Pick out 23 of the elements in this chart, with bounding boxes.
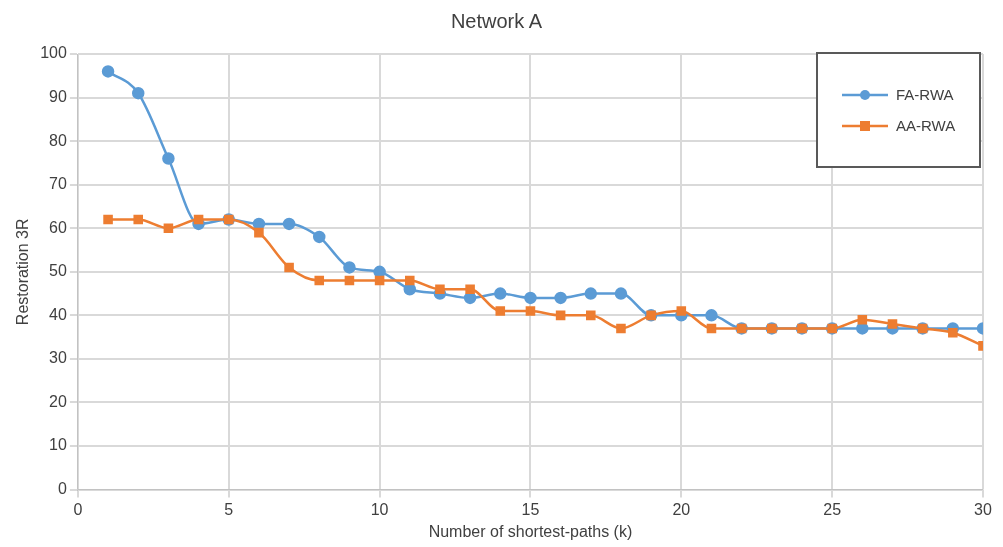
x-axis-title: Number of shortest-paths (k)	[428, 522, 633, 540]
legend-label: FA-RWA	[896, 86, 954, 103]
x-tick-label: 0	[73, 500, 83, 518]
y-tick-label: 40	[49, 305, 67, 323]
y-tick-label: 100	[40, 44, 67, 62]
x-tick-label: 20	[672, 500, 691, 518]
y-tick-label: 60	[49, 218, 67, 236]
y-tick-label: 30	[49, 349, 67, 367]
y-tick-label: 90	[49, 87, 67, 105]
legend-label: AA-RWA	[896, 117, 956, 134]
x-tick-label: 25	[823, 500, 842, 518]
chart-title: Network A	[450, 9, 543, 32]
x-tick-label: 30	[974, 500, 992, 518]
y-tick-label: 20	[49, 392, 67, 410]
y-tick-label: 70	[49, 175, 67, 193]
y-tick-label: 80	[49, 131, 67, 149]
y-tick-label: 10	[49, 436, 67, 454]
y-axis-title: Restoration 3R	[14, 218, 32, 326]
y-tick-label: 50	[49, 262, 67, 280]
x-tick-label: 5	[224, 500, 234, 518]
x-tick-label: 10	[370, 500, 389, 518]
y-tick-label: 0	[57, 480, 67, 498]
x-tick-label: 15	[521, 500, 540, 518]
